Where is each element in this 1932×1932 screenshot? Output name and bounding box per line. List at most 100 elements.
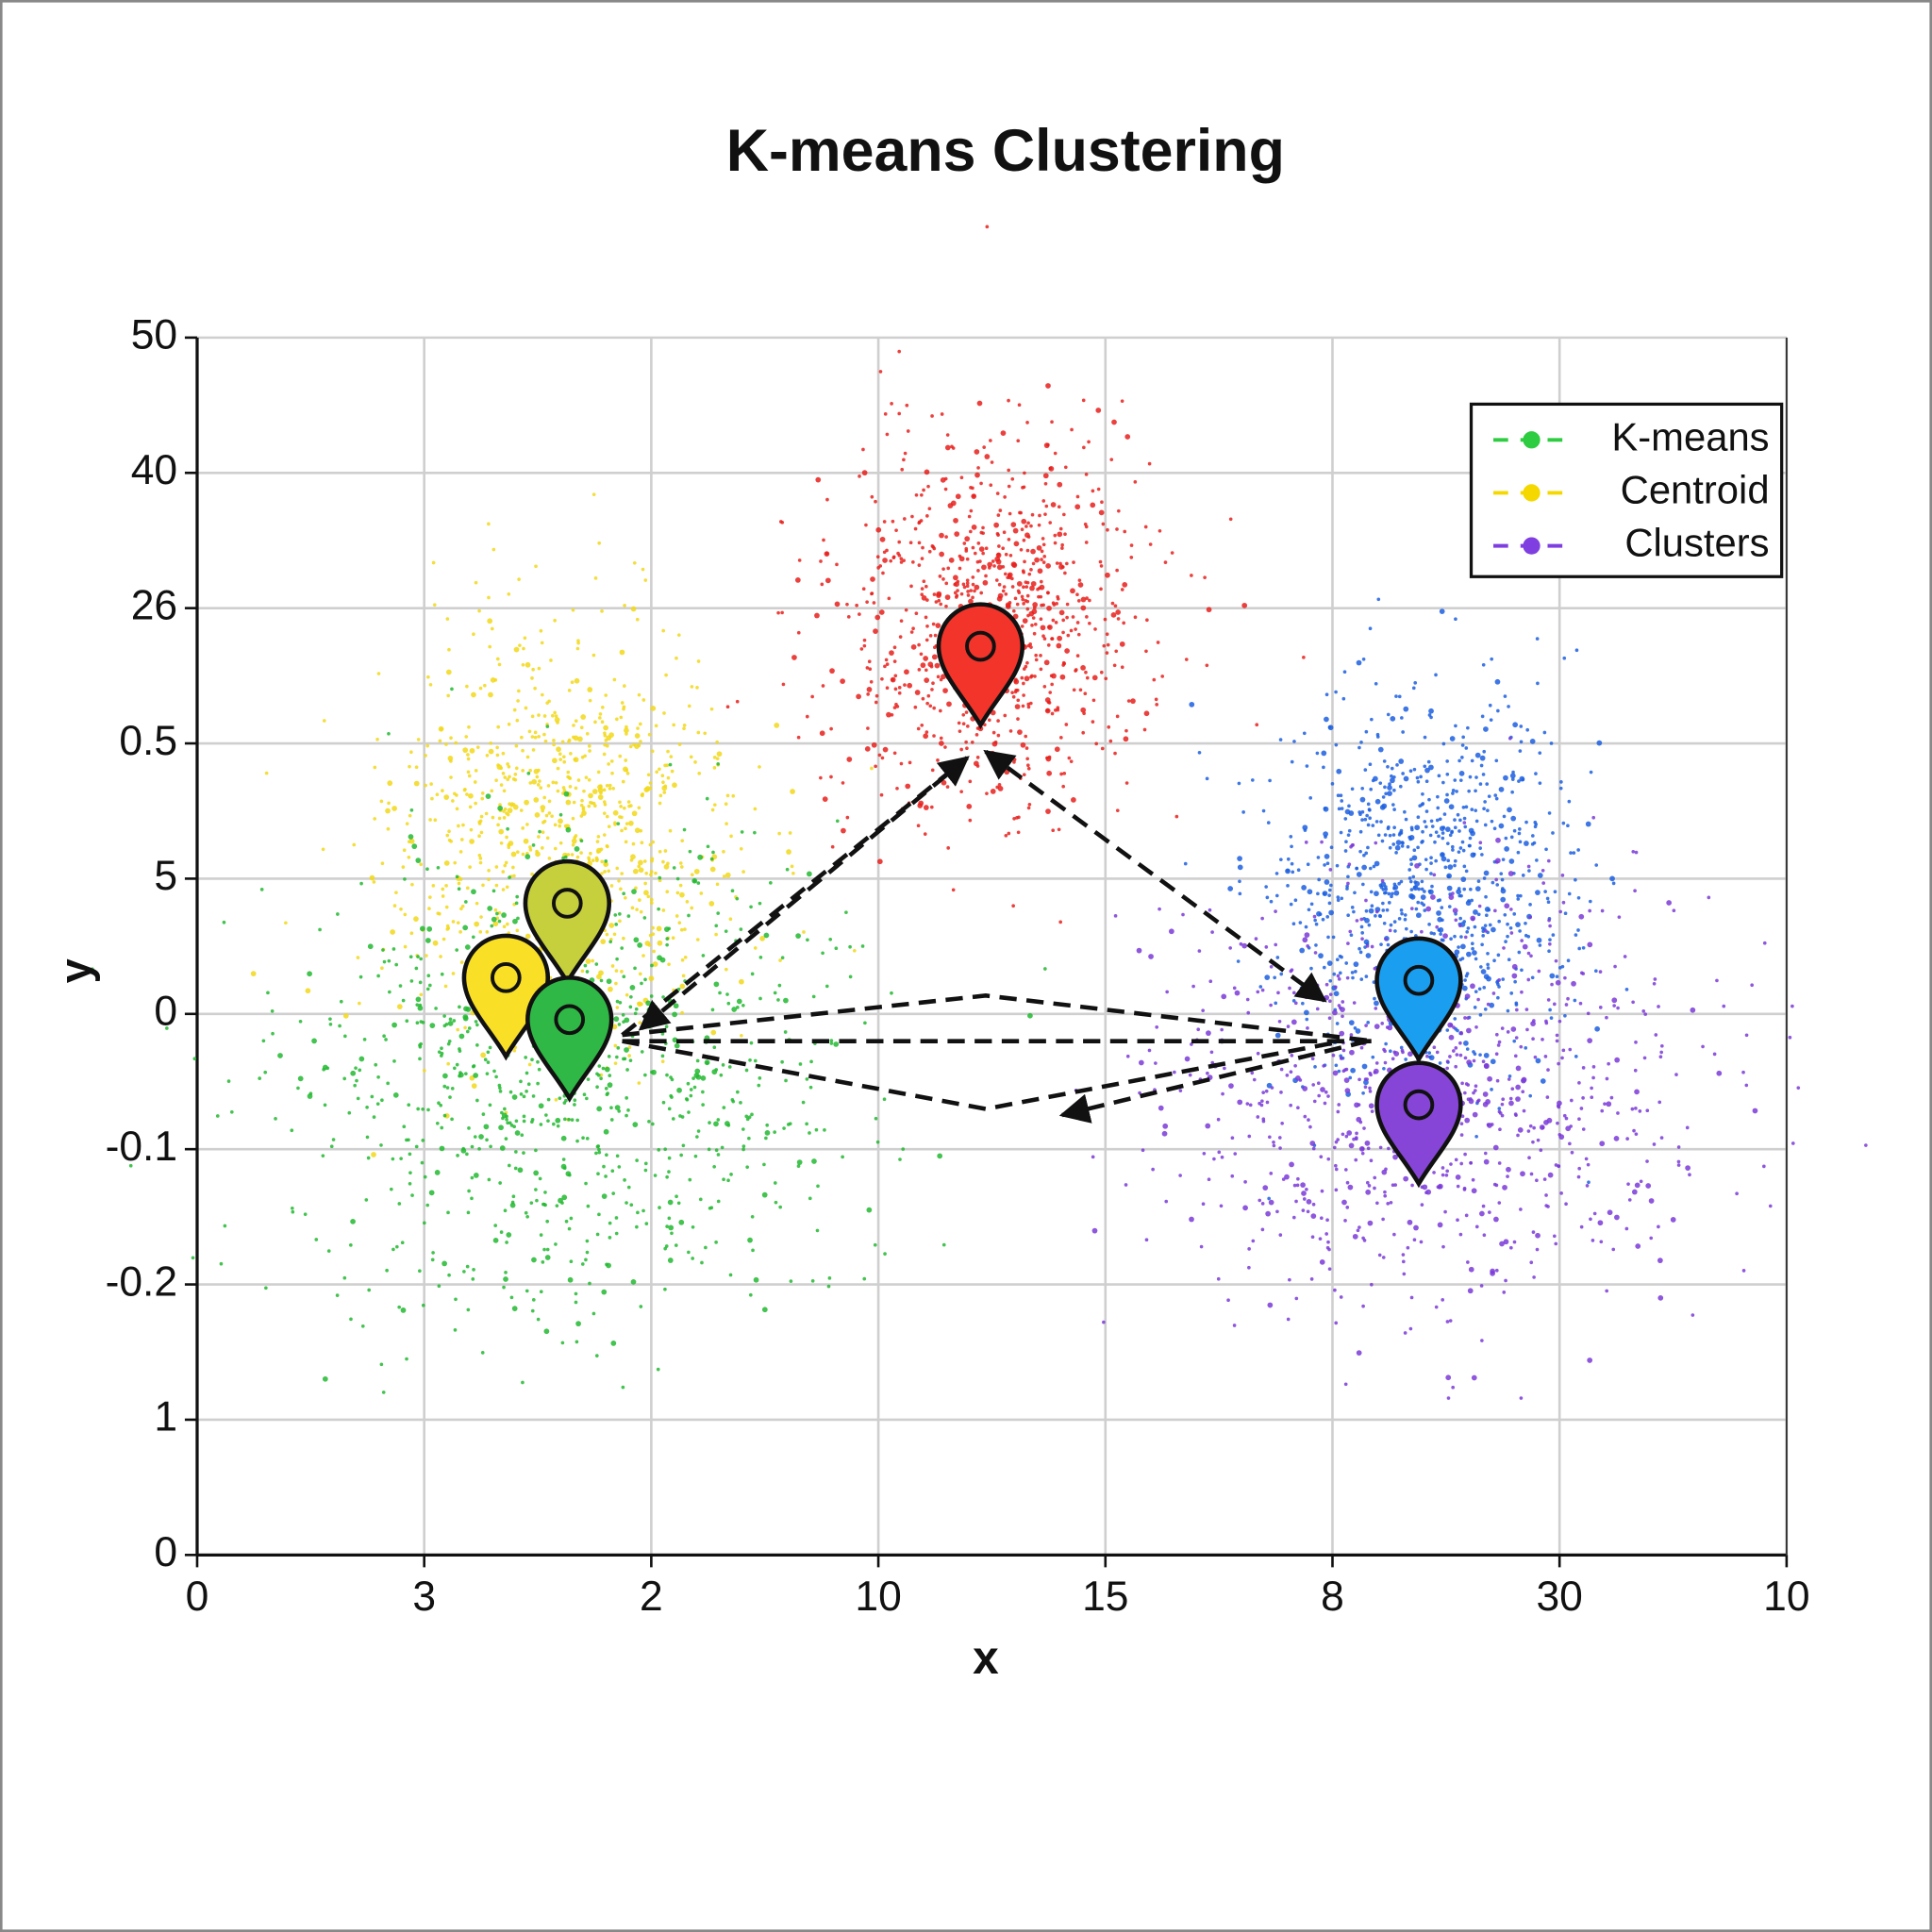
point bbox=[1545, 1095, 1550, 1099]
point bbox=[943, 487, 948, 491]
point bbox=[391, 947, 396, 951]
point bbox=[1497, 1201, 1502, 1205]
point bbox=[425, 867, 429, 872]
point bbox=[475, 745, 480, 749]
point bbox=[1025, 660, 1029, 665]
point bbox=[1587, 941, 1593, 948]
point bbox=[902, 458, 906, 462]
point bbox=[1337, 1004, 1341, 1008]
point bbox=[1436, 898, 1441, 903]
point bbox=[1586, 1162, 1591, 1167]
point bbox=[1445, 1059, 1450, 1064]
point bbox=[635, 1158, 639, 1162]
point bbox=[610, 1169, 615, 1174]
point bbox=[689, 755, 693, 759]
point bbox=[741, 1144, 746, 1148]
point bbox=[1557, 1105, 1561, 1109]
point bbox=[1087, 440, 1091, 444]
point bbox=[1519, 724, 1524, 728]
point bbox=[1197, 750, 1202, 755]
point bbox=[1483, 726, 1489, 732]
point bbox=[1504, 836, 1508, 841]
point bbox=[1519, 1208, 1523, 1211]
point bbox=[1506, 922, 1509, 926]
point bbox=[688, 1177, 692, 1182]
point bbox=[1570, 1098, 1574, 1103]
point bbox=[1374, 1000, 1379, 1007]
point bbox=[1465, 929, 1470, 934]
point bbox=[1044, 504, 1049, 508]
point bbox=[419, 1020, 424, 1024]
point bbox=[1164, 1199, 1169, 1204]
point bbox=[1343, 817, 1348, 821]
point bbox=[609, 884, 614, 888]
point bbox=[1587, 1038, 1593, 1044]
point bbox=[759, 936, 765, 941]
point bbox=[951, 888, 956, 892]
point bbox=[308, 1091, 313, 1096]
point bbox=[463, 1006, 469, 1012]
point bbox=[1591, 1065, 1596, 1069]
point bbox=[1072, 560, 1075, 564]
point bbox=[651, 840, 656, 844]
point bbox=[1428, 889, 1434, 895]
point bbox=[603, 731, 607, 735]
point bbox=[423, 1174, 427, 1179]
point bbox=[487, 618, 493, 625]
point bbox=[458, 1047, 461, 1051]
point bbox=[479, 814, 484, 819]
point bbox=[1296, 868, 1301, 873]
point bbox=[512, 1124, 517, 1129]
point bbox=[1547, 918, 1551, 923]
point bbox=[991, 559, 995, 563]
point bbox=[640, 841, 644, 845]
point bbox=[385, 1268, 389, 1273]
point bbox=[785, 867, 790, 872]
point bbox=[1359, 1045, 1364, 1050]
point bbox=[1344, 1067, 1349, 1072]
point bbox=[1581, 972, 1586, 975]
point bbox=[1564, 1116, 1569, 1121]
point bbox=[1383, 833, 1388, 837]
point bbox=[474, 580, 478, 585]
point bbox=[1027, 572, 1032, 576]
point bbox=[1102, 1320, 1106, 1324]
point bbox=[1368, 626, 1373, 631]
point bbox=[1220, 1155, 1224, 1159]
point bbox=[585, 1137, 590, 1141]
point bbox=[1790, 1141, 1795, 1145]
point bbox=[1388, 845, 1392, 850]
point bbox=[781, 682, 786, 687]
point bbox=[1445, 1066, 1449, 1071]
point bbox=[1212, 1157, 1216, 1161]
point bbox=[1528, 915, 1533, 920]
point bbox=[587, 777, 591, 782]
point bbox=[1241, 810, 1245, 814]
point bbox=[266, 991, 270, 995]
point bbox=[1383, 1193, 1388, 1198]
point bbox=[1280, 1121, 1284, 1125]
point bbox=[1080, 596, 1087, 603]
point bbox=[1478, 782, 1483, 786]
point bbox=[634, 886, 638, 891]
point bbox=[826, 1284, 831, 1289]
point bbox=[537, 666, 541, 671]
point bbox=[658, 878, 662, 883]
point bbox=[1609, 1095, 1614, 1100]
point bbox=[1350, 971, 1355, 974]
point bbox=[585, 958, 591, 964]
point bbox=[1072, 688, 1076, 692]
point bbox=[727, 1065, 732, 1069]
point bbox=[764, 1129, 771, 1136]
point bbox=[1208, 979, 1213, 984]
point bbox=[1576, 928, 1580, 932]
point bbox=[622, 1057, 625, 1061]
point bbox=[979, 591, 984, 595]
point bbox=[1382, 891, 1387, 895]
point bbox=[1513, 979, 1517, 984]
point bbox=[913, 526, 918, 531]
point bbox=[1551, 831, 1555, 835]
point bbox=[1324, 854, 1330, 859]
point bbox=[429, 1023, 436, 1028]
point bbox=[1361, 1304, 1365, 1308]
